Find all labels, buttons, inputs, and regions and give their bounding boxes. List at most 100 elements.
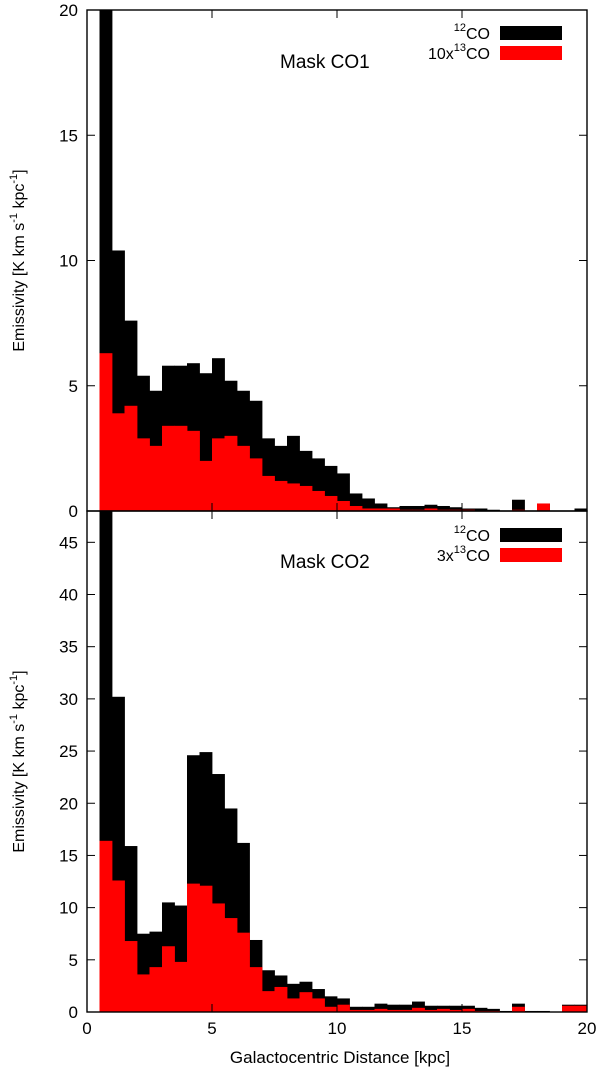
histogram-bar [374,503,388,511]
histogram-bar [437,1008,450,1012]
histogram-bar [349,505,363,511]
y-axis-label: Emissivity [K km s-1 kpc-1] [8,169,28,351]
histogram-bar [324,495,338,511]
histogram-bar [262,475,275,511]
histogram-bar [124,405,138,511]
histogram-bar [412,505,425,511]
histogram-bar [212,438,225,511]
histogram-bar [337,1004,350,1012]
x-tick-label: 20 [578,1019,597,1038]
histogram-bar [462,1008,475,1012]
panel-annotation: Mask CO2 [280,552,370,573]
x-tick-label: 5 [207,1019,216,1038]
histogram-bar [287,998,300,1012]
histogram-bar [299,992,313,1012]
histogram-bar [449,507,463,511]
histogram-bar [162,946,175,1012]
histogram-bar [274,480,288,511]
x-axis [86,10,588,511]
histogram-bar [399,1009,413,1012]
histogram-bar [412,1001,425,1012]
histogram-bar [512,499,525,511]
histogram-bar [287,483,300,511]
y-axis: 0 5 10 15 20 [59,1,587,521]
histogram-bar [424,504,438,511]
x-axis-label: Galactocentric Distance [kpc] [230,1048,450,1067]
histogram-bar [299,485,313,511]
legend-label: 3x13CO [437,544,490,565]
histogram-bar [399,1004,413,1012]
histogram-bar [349,1009,363,1012]
y-tick-label: 10 [59,252,78,271]
histogram-bar [387,1009,400,1012]
histogram-bar [149,967,163,1012]
legend-swatch [500,46,562,60]
histogram-bar [474,508,488,511]
y-axis-label: Emissivity [K km s-1 kpc-1] [8,670,28,852]
y-tick-label: 20 [59,794,78,813]
histogram-bar [412,1007,425,1012]
histogram-bar [362,1009,375,1012]
histogram-bar [424,508,438,511]
histogram-bar [562,1005,575,1012]
histogram-bar [149,445,163,511]
histogram-bar [174,425,188,511]
y-tick-label: 10 [59,899,78,918]
histogram-bar [124,941,138,1012]
histogram-bar [137,438,150,511]
histogram-bar [399,505,413,511]
legend-label: 12CO [454,22,490,43]
histogram-bar [99,840,113,1012]
y-tick-label: 45 [59,533,78,552]
y-tick-label: 0 [69,502,78,521]
histogram-bar [487,1008,500,1012]
y-tick-label: 35 [59,638,78,657]
histogram-bar [374,1003,388,1012]
histogram-bar [174,961,188,1012]
histogram-bar [387,508,400,511]
histogram-bar [349,1006,363,1012]
series-12co [99,511,588,1012]
histogram-bar [224,435,238,511]
histogram-bar [237,932,250,1012]
histogram-bar [212,903,225,1012]
y-tick-label: 15 [59,126,78,145]
x-axis: 0 5 10 15 20 [82,511,596,1038]
legend-swatch [500,548,562,562]
histogram-bar [199,885,213,1012]
y-tick-label: 5 [69,377,78,396]
y-tick-label: 40 [59,586,78,605]
histogram-bar [574,1005,588,1012]
histogram-bar [387,1004,400,1012]
panel-annotation: Mask CO1 [280,52,370,73]
legend-swatch [500,26,562,40]
histogram-bar [374,1008,388,1012]
histogram-bar [537,503,550,511]
histogram-bar [224,918,238,1012]
histogram-bar [112,413,125,511]
histogram-bar [449,1009,463,1012]
histogram-bar [187,430,200,511]
histogram-bar [574,508,588,511]
legend-label: 10x13CO [428,42,490,63]
histogram-bar [199,460,213,511]
histogram-bar [437,505,450,511]
legend-label: 12CO [454,524,490,545]
panel-mask-co1: 0 5 10 15 20 Emissivity [K km s-1 kpc-1] Mask … [8,1,588,521]
histogram-bar [112,880,125,1012]
y-axis: 0 5 10 15 20 25 30 35 40 45 [59,533,587,1022]
histogram-bar [237,445,250,511]
histogram-bar [337,500,350,511]
histogram-bar [374,508,388,511]
y-tick-label: 25 [59,742,78,761]
y-tick-label: 30 [59,690,78,709]
histogram-bar [324,1006,338,1012]
histogram-bar [424,1005,438,1012]
histogram-bar [187,883,200,1012]
histogram-bar [449,1005,463,1012]
histogram-bar [474,1007,488,1012]
histogram-bar [99,353,113,511]
histogram-bar [137,974,150,1012]
histogram-bar [249,967,263,1012]
panel-mask-co2: 0 5 10 15 20 25 30 35 40 45 0 5 10 15 20 Emissivity [K … [8,510,596,1067]
